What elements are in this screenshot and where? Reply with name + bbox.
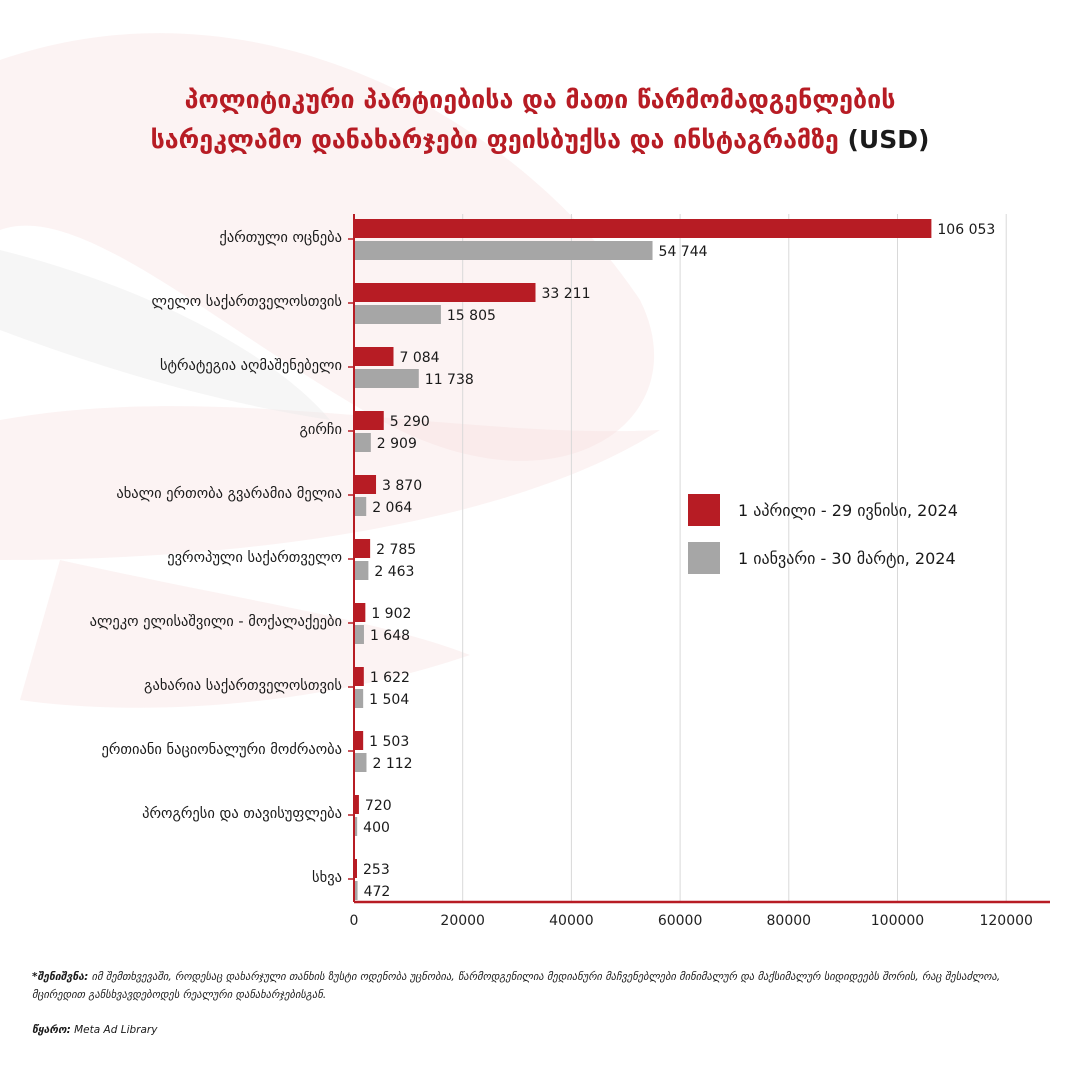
footnote-text: იმ შემთხვევაში, როდესაც დახარჯული თანხის… — [32, 971, 1001, 1001]
data-label: 2 463 — [374, 564, 414, 580]
title-line-1: პოლიტიკური პარტიებისა და მათი წარმომადგე… — [184, 85, 896, 114]
x-tick-label: 80000 — [767, 913, 812, 929]
data-label: 2 909 — [377, 436, 417, 452]
category-label: სტრატეგია აღმაშენებელი — [160, 357, 342, 374]
data-label: 33 211 — [542, 286, 591, 302]
bar-jan-mar — [355, 497, 367, 516]
bar-apr-jun — [355, 731, 364, 750]
data-label: 720 — [365, 798, 392, 814]
bar-jan-mar — [355, 689, 364, 708]
data-label: 5 290 — [390, 414, 430, 430]
category-label: ახალი ერთობა გვარამია მელია — [116, 485, 342, 502]
category-label: სხვა — [312, 870, 342, 886]
data-label: 400 — [363, 820, 390, 836]
data-label: 106 053 — [937, 222, 995, 238]
bar-apr-jun — [355, 795, 359, 814]
bar-apr-jun — [355, 603, 366, 622]
x-tick-label: 100000 — [871, 913, 924, 929]
source-label: წყარო: — [32, 1024, 71, 1036]
source-text: Meta Ad Library — [74, 1024, 158, 1036]
data-label: 472 — [364, 884, 391, 900]
title-unit: (USD) — [847, 125, 930, 154]
data-label: 54 744 — [659, 244, 708, 260]
bar-apr-jun — [355, 347, 394, 366]
footnote: *შენიშვნა: იმ შემთხვევაში, როდესაც დახარ… — [32, 968, 1052, 1004]
legend-item-series-2: 1 იანვარი - 30 მარტი, 2024 — [688, 540, 958, 576]
data-label: 1 902 — [371, 606, 411, 622]
data-label: 253 — [363, 862, 390, 878]
footnote-label: *შენიშვნა: — [32, 971, 89, 983]
data-label: 3 870 — [382, 478, 422, 494]
bar-jan-mar — [355, 433, 371, 452]
bar-apr-jun — [355, 539, 371, 558]
bar-jan-mar — [355, 369, 419, 388]
category-label: გახარია საქართველოსთვის — [144, 677, 342, 694]
bar-jan-mar — [355, 625, 364, 644]
data-label: 1 622 — [370, 670, 410, 686]
bar-apr-jun — [355, 667, 364, 686]
data-label: 2 785 — [376, 542, 416, 558]
legend-swatch-series-1 — [688, 494, 720, 526]
bar-jan-mar — [355, 817, 358, 836]
x-tick-label: 60000 — [658, 913, 703, 929]
legend-swatch-series-2 — [688, 542, 720, 574]
x-tick-label: 120000 — [979, 913, 1032, 929]
category-label: ქართული ოცნება — [219, 229, 342, 246]
source-line: წყარო: Meta Ad Library — [32, 1024, 157, 1036]
data-label: 2 112 — [372, 756, 412, 772]
chart-title: პოლიტიკური პარტიებისა და მათი წარმომადგე… — [0, 80, 1080, 160]
data-label: 1 503 — [369, 734, 409, 750]
data-label: 1 648 — [370, 628, 410, 644]
data-label: 7 084 — [400, 350, 440, 366]
bar-jan-mar — [355, 881, 358, 900]
legend-item-series-1: 1 აპრილი - 29 ივნისი, 2024 — [688, 492, 958, 528]
bar-apr-jun — [355, 283, 536, 302]
data-label: 15 805 — [447, 308, 496, 324]
category-label: ევროპული საქართველო — [167, 549, 342, 566]
x-tick-label: 40000 — [549, 913, 594, 929]
bar-jan-mar — [355, 753, 367, 772]
bar-apr-jun — [355, 219, 932, 238]
category-label: გირჩი — [299, 421, 342, 438]
bar-apr-jun — [355, 475, 377, 494]
bar-jan-mar — [355, 561, 369, 580]
data-label: 2 064 — [372, 500, 412, 516]
bar-apr-jun — [355, 859, 357, 878]
bar-jan-mar — [355, 241, 653, 260]
title-line-2: სარეკლამო დანახარჯები ფეისბუქსა და ინსტა… — [150, 125, 839, 154]
chart-legend: 1 აპრილი - 29 ივნისი, 2024 1 იანვარი - 3… — [688, 492, 958, 588]
category-label: ლელო საქართველოსთვის — [152, 293, 342, 310]
legend-label-series-1: 1 აპრილი - 29 ივნისი, 2024 — [738, 500, 958, 520]
data-label: 11 738 — [425, 372, 474, 388]
category-label: ალეკო ელისაშვილი - მოქალაქეები — [90, 614, 342, 630]
x-tick-label: 20000 — [440, 913, 485, 929]
bar-jan-mar — [355, 305, 441, 324]
x-tick-label: 0 — [350, 913, 359, 929]
bar-apr-jun — [355, 411, 384, 430]
category-label: პროგრესი და თავისუფლება — [142, 805, 342, 822]
legend-label-series-2: 1 იანვარი - 30 მარტი, 2024 — [738, 548, 956, 568]
data-label: 1 504 — [369, 692, 409, 708]
category-label: ერთიანი ნაციონალური მოძრაობა — [101, 741, 342, 758]
